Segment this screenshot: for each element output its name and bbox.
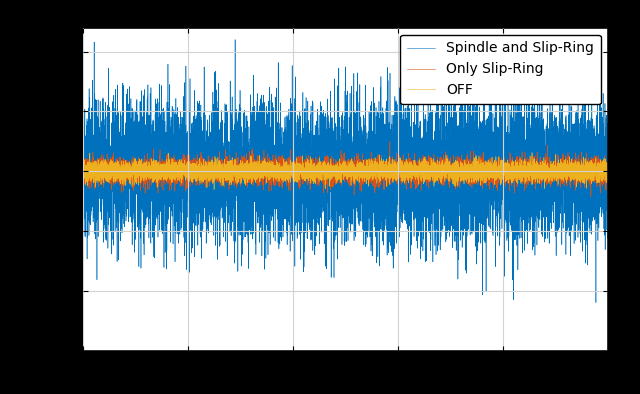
Spindle and Slip-Ring — [182, 171, 190, 175]
OFF — [182, 170, 190, 175]
Spindle and Slip-Ring — [111, 184, 118, 188]
OFF — [336, 174, 344, 179]
Only Slip-Ring — [111, 167, 118, 172]
OFF — [111, 170, 118, 175]
OFF — [604, 170, 612, 175]
Spindle and Slip-Ring — [336, 147, 344, 152]
Spindle and Slip-Ring — [101, 158, 109, 162]
OFF — [577, 165, 584, 170]
Spindle and Slip-Ring — [79, 152, 87, 157]
Only Slip-Ring — [101, 169, 109, 173]
Line: Spindle and Slip-Ring: Spindle and Slip-Ring — [83, 40, 608, 303]
Only Slip-Ring — [577, 176, 584, 180]
Spindle and Slip-Ring — [82, 193, 90, 198]
Spindle and Slip-Ring — [231, 37, 239, 42]
OFF — [528, 150, 536, 155]
Spindle and Slip-Ring — [592, 300, 600, 305]
Only Slip-Ring — [82, 168, 90, 173]
Line: Only Slip-Ring: Only Slip-Ring — [83, 142, 608, 197]
Line: OFF: OFF — [83, 152, 608, 190]
OFF — [82, 164, 90, 169]
Only Slip-Ring — [336, 160, 344, 165]
Only Slip-Ring — [604, 180, 612, 184]
Legend: Spindle and Slip-Ring, Only Slip-Ring, OFF: Spindle and Slip-Ring, Only Slip-Ring, O… — [401, 35, 601, 104]
Only Slip-Ring — [587, 194, 595, 199]
OFF — [79, 167, 87, 172]
Only Slip-Ring — [79, 173, 87, 178]
Spindle and Slip-Ring — [604, 147, 612, 152]
Spindle and Slip-Ring — [577, 155, 584, 160]
OFF — [211, 187, 218, 192]
OFF — [101, 173, 109, 178]
Only Slip-Ring — [386, 139, 394, 144]
Only Slip-Ring — [182, 169, 190, 173]
